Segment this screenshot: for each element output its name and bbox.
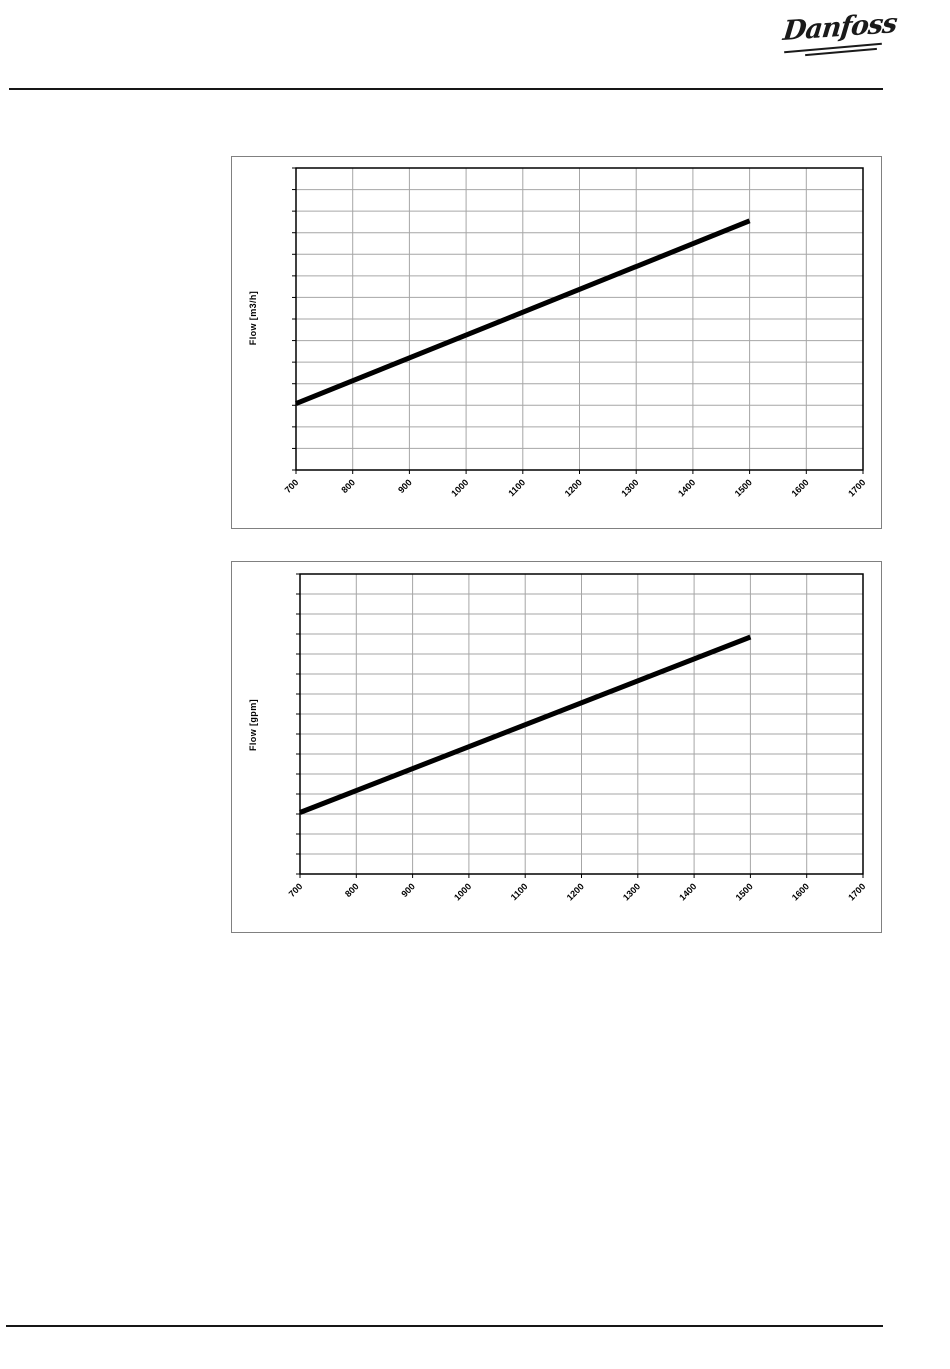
footer-rule: [6, 1325, 883, 1327]
series-line: [299, 634, 752, 815]
x-tick-label: 700: [287, 881, 305, 899]
x-tick-label: 1700: [846, 881, 867, 902]
chart-frame-flow-m3h: Flow [m3/h] 700 800 900 1000 1100 1200 1300 140…: [231, 156, 882, 529]
chart-frame-flow-gpm: Flow [gpm] 700 800 900 1000 1100 1200 1300 1400…: [231, 561, 882, 933]
x-tick-label: 1400: [676, 477, 697, 498]
series-line: [295, 218, 751, 406]
x-tick-label: 800: [343, 881, 361, 899]
x-tick-label: 1500: [734, 881, 755, 902]
x-tick-label: 1300: [621, 881, 642, 902]
x-tick-label: 900: [399, 881, 417, 899]
header-rule: [9, 88, 883, 90]
x-tick-label: 900: [396, 477, 414, 495]
x-tick-label: 1400: [677, 881, 698, 902]
x-tick-label: 1500: [733, 477, 754, 498]
chart-canvas: 700 800 900 1000 1100 1200 1300 1400 1500 1600 170…: [287, 573, 867, 903]
plot-area-flow-gpm: 700 800 900 1000 1100 1200 1300 1400 1500 1600 170…: [287, 573, 867, 903]
x-tick-label: 1100: [509, 881, 530, 902]
x-tick-label: 800: [339, 477, 357, 495]
x-tick-label: 1200: [565, 881, 586, 902]
x-tick-label: 1700: [846, 477, 867, 498]
chart-canvas: 700 800 900 1000 1100 1200 1300 1400 1500 1600 170…: [283, 167, 867, 499]
x-tick-label: 1100: [506, 477, 527, 498]
danfoss-logo: Danfoss: [781, 8, 898, 56]
plot-area-flow-m3h: 700 800 900 1000 1100 1200 1300 1400 1500 1600 170…: [283, 167, 867, 499]
y-axis-title-m3h: Flow [m3/h]: [248, 290, 258, 346]
x-tick-label: 1600: [789, 477, 810, 498]
danfoss-logo-text: Danfoss: [781, 7, 899, 48]
x-tick-label: 1200: [563, 477, 584, 498]
x-tick-label: 1000: [452, 881, 473, 902]
x-tick-label: 1600: [790, 881, 811, 902]
y-axis-title-gpm: Flow [gpm]: [248, 699, 258, 751]
x-tick-label: 700: [283, 477, 301, 495]
x-tick-label: 1300: [619, 477, 640, 498]
x-tick-label: 1000: [449, 477, 470, 498]
